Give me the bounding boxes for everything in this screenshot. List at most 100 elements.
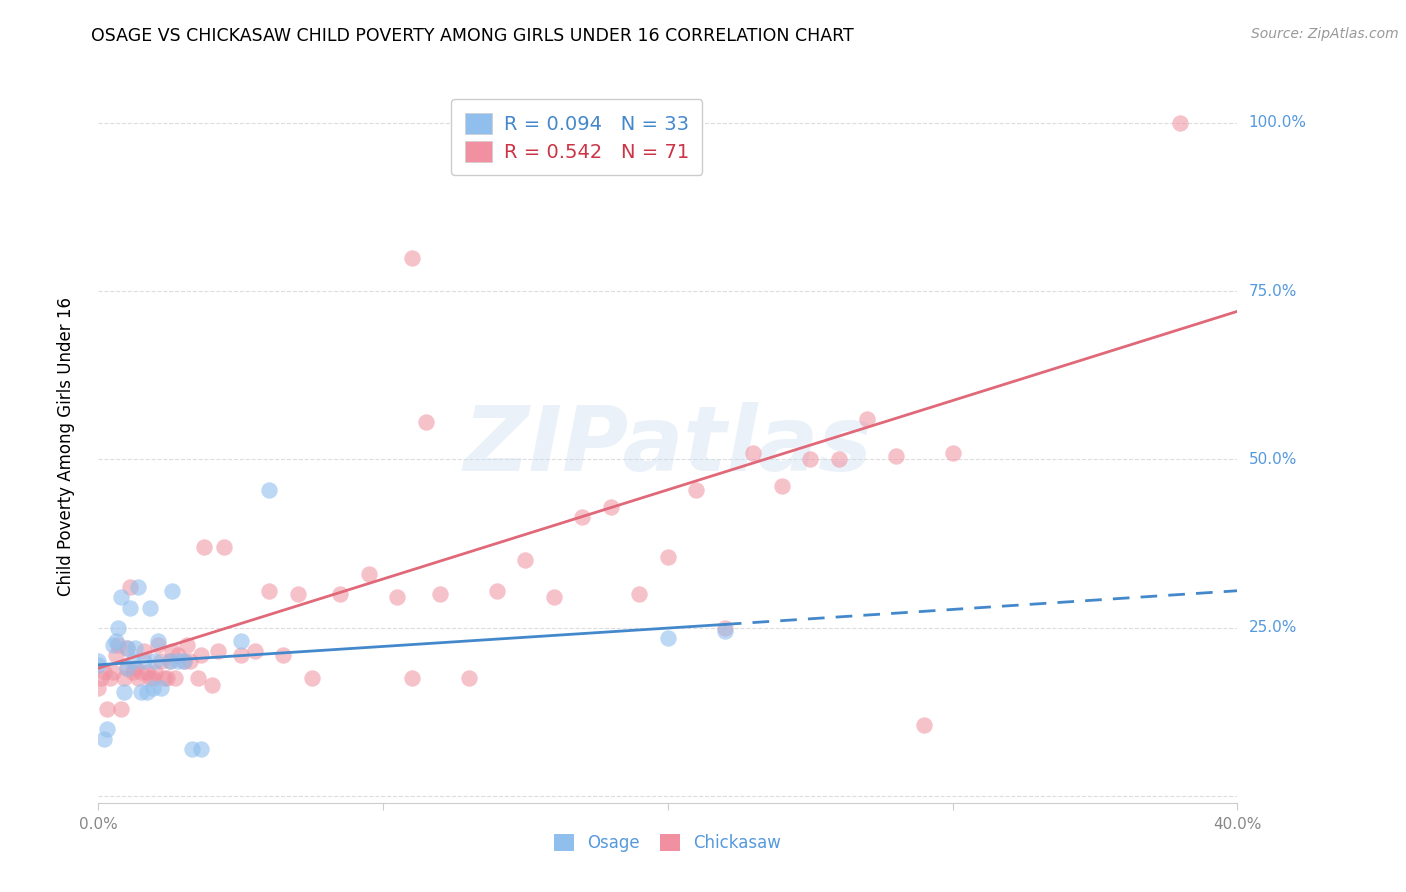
Point [207, 644, 229, 658]
Point [187, 671, 209, 685]
Point [104, 648, 127, 662]
Point [714, 624, 737, 639]
Point [115, 640, 138, 655]
Text: OSAGE VS CHICKASAW CHILD POVERTY AMONG GIRLS UNDER 16 CORRELATION CHART: OSAGE VS CHICKASAW CHILD POVERTY AMONG G… [91, 27, 853, 45]
Point [190, 648, 212, 662]
Point [273, 648, 295, 662]
Point [884, 449, 907, 463]
Point [104, 634, 127, 648]
Point [259, 483, 281, 497]
Point [145, 665, 167, 679]
Point [141, 681, 163, 696]
Point [229, 634, 252, 648]
Point [159, 655, 181, 669]
Point [96, 722, 118, 736]
Point [486, 583, 509, 598]
Point [1170, 116, 1192, 130]
Point [159, 655, 181, 669]
Point [87, 657, 110, 672]
Point [243, 644, 266, 658]
Text: 100.0%: 100.0% [1249, 115, 1306, 130]
Point [138, 600, 160, 615]
Text: Source: ZipAtlas.com: Source: ZipAtlas.com [1251, 27, 1399, 41]
Y-axis label: Child Poverty Among Girls Under 16: Child Poverty Among Girls Under 16 [56, 296, 75, 596]
Point [600, 500, 623, 514]
Point [173, 655, 195, 669]
Point [770, 479, 793, 493]
Point [150, 655, 173, 669]
Point [229, 648, 252, 662]
Point [357, 566, 380, 581]
Point [127, 671, 149, 685]
Point [124, 640, 146, 655]
Point [167, 655, 190, 669]
Point [135, 665, 157, 679]
Point [112, 671, 135, 685]
Point [107, 638, 129, 652]
Point [93, 665, 115, 679]
Point [112, 684, 135, 698]
Point [129, 665, 152, 679]
Point [110, 591, 132, 605]
Point [148, 638, 170, 652]
Point [153, 671, 176, 685]
Point [118, 600, 141, 615]
Point [156, 671, 179, 685]
Point [101, 665, 124, 679]
Point [799, 452, 821, 467]
Point [828, 452, 851, 467]
Text: 50.0%: 50.0% [1249, 452, 1296, 467]
Point [135, 684, 157, 698]
Point [115, 661, 138, 675]
Point [118, 580, 141, 594]
Point [93, 731, 115, 746]
Point [329, 587, 352, 601]
Point [110, 701, 132, 715]
Point [96, 701, 118, 715]
Point [121, 665, 143, 679]
Point [742, 446, 765, 460]
Point [714, 621, 737, 635]
Point [912, 718, 935, 732]
Point [87, 681, 110, 696]
Point [162, 583, 184, 598]
Point [942, 446, 965, 460]
Point [429, 587, 451, 601]
Point [401, 251, 423, 265]
Point [162, 644, 184, 658]
Point [628, 587, 651, 601]
Point [124, 661, 146, 675]
Point [132, 644, 155, 658]
Point [107, 621, 129, 635]
Point [138, 671, 160, 685]
Point [115, 640, 138, 655]
Point [145, 655, 167, 669]
Point [401, 671, 423, 685]
Point [165, 671, 187, 685]
Point [193, 540, 215, 554]
Point [167, 648, 190, 662]
Text: ZIPatlas: ZIPatlas [464, 402, 872, 490]
Point [415, 416, 437, 430]
Point [90, 671, 112, 685]
Point [201, 678, 224, 692]
Point [173, 655, 195, 669]
Point [685, 483, 707, 497]
Point [141, 671, 163, 685]
Point [176, 638, 198, 652]
Point [150, 681, 173, 696]
Point [98, 671, 121, 685]
Point [190, 742, 212, 756]
Point [657, 550, 679, 565]
Point [301, 671, 323, 685]
Point [543, 591, 565, 605]
Text: 25.0%: 25.0% [1249, 620, 1296, 635]
Point [101, 638, 124, 652]
Point [457, 671, 479, 685]
Point [259, 583, 281, 598]
Point [387, 591, 409, 605]
Point [115, 661, 138, 675]
Point [121, 655, 143, 669]
Point [132, 655, 155, 669]
Point [87, 655, 110, 669]
